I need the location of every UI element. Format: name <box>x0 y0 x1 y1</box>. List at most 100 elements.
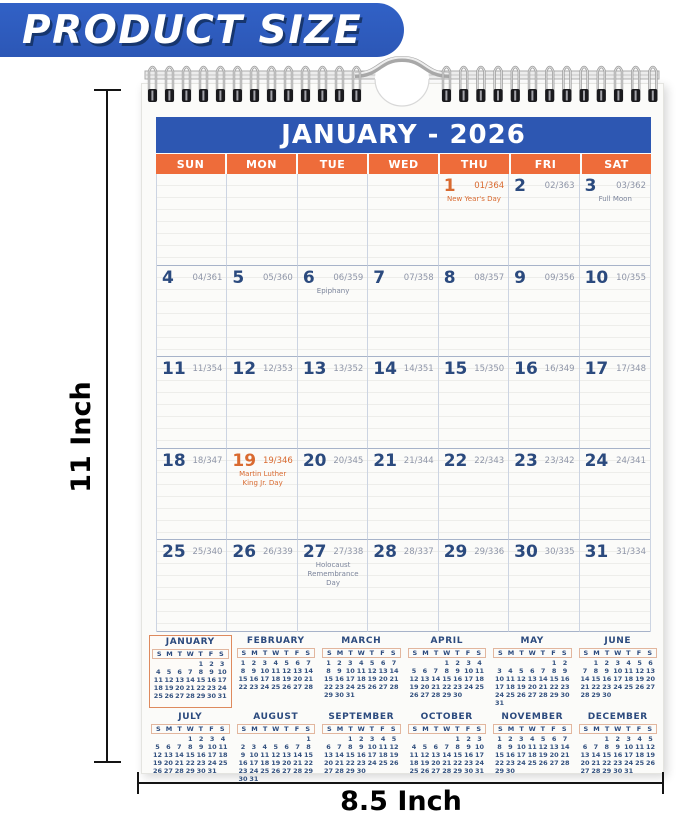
mini-weekday: W <box>357 725 365 733</box>
day-of-year: 22/343 <box>474 455 505 466</box>
mini-day: 4 <box>156 668 161 676</box>
mini-day: 27 <box>527 691 537 699</box>
mini-weekday: W <box>614 725 622 733</box>
mini-weekday: F <box>209 725 214 733</box>
mini-day-empty <box>409 659 420 667</box>
mini-weekday: S <box>647 649 653 657</box>
mini-days: 1 2 3 4 5 6 7 8 9 10 11 12 13 14 15 16 17 18 19 20 21 22 23 24 2… <box>493 659 572 707</box>
mini-day-empty <box>163 735 174 743</box>
mini-day: 15 <box>185 751 195 759</box>
mini-day: 22 <box>238 683 248 691</box>
mini-day: 24 <box>516 759 526 767</box>
mini-day: 3 <box>369 735 375 743</box>
mini-day: 6 <box>422 667 428 675</box>
mini-day: 7 <box>391 659 397 667</box>
mini-day: 1 <box>348 735 353 743</box>
mini-day: 2 <box>562 659 568 667</box>
mini-day: 10 <box>260 667 270 675</box>
day-number: 28 <box>373 542 397 563</box>
mini-day: 11 <box>505 675 515 683</box>
mini-day: 10 <box>217 668 227 676</box>
mini-day: 9 <box>358 743 364 751</box>
day-number: 25 <box>162 542 186 563</box>
mini-day: 20 <box>431 759 441 767</box>
mini-weekday: T <box>284 725 289 733</box>
day-number: 16 <box>514 359 538 380</box>
mini-weekday: T <box>519 725 524 733</box>
mini-day: 19 <box>646 751 656 759</box>
mini-day: 5 <box>284 659 289 667</box>
mini-day: 13 <box>420 675 430 683</box>
mini-day: 10 <box>464 667 474 675</box>
day-of-year: 01/364 <box>474 181 505 191</box>
mini-weekday: M <box>336 649 344 657</box>
day-cell: 27 27/338 Holocaust Remembrance Day <box>297 540 369 632</box>
mini-weekday: T <box>433 649 439 657</box>
mini-weekday: F <box>636 649 642 657</box>
mini-day: 6 <box>648 659 653 667</box>
mini-day: 8 <box>604 743 610 751</box>
mini-day: 30 <box>334 691 344 699</box>
mini-day: 19 <box>516 683 526 691</box>
mini-day: 16 <box>207 676 217 684</box>
mini-day: 2 <box>508 735 513 743</box>
mini-day: 13 <box>175 676 185 684</box>
mini-day: 1 <box>497 735 502 743</box>
mini-weekday: T <box>455 725 460 733</box>
mini-day: 10 <box>367 743 377 751</box>
mini-day: 29 <box>323 691 333 699</box>
mini-day: 5 <box>519 667 524 675</box>
mini-weekday: S <box>390 649 396 657</box>
mini-day: 8 <box>326 667 331 675</box>
day-number: 5 <box>232 267 245 288</box>
mini-day: 3 <box>466 659 471 667</box>
mini-weekday: M <box>166 650 173 658</box>
mini-day: 18 <box>356 675 366 683</box>
day-number: 14 <box>373 359 397 380</box>
day-cell-top: 22 22/343 <box>444 451 504 471</box>
mini-month-title: JULY <box>178 712 203 722</box>
mini-day: 11 <box>260 751 270 759</box>
mini-month-title: APRIL <box>430 636 464 646</box>
day-cell: 24 24/341 <box>579 448 650 541</box>
day-cell: 19 19/346 Martin Luther King Jr. Day <box>227 448 298 541</box>
mini-weekday: W <box>357 649 365 657</box>
mini-day: 10 <box>249 751 259 759</box>
day-number: 11 <box>162 359 186 380</box>
mini-day: 7 <box>582 667 588 675</box>
mini-day: 10 <box>613 667 623 675</box>
mini-weekday: T <box>262 725 268 733</box>
mini-day: 4 <box>529 735 535 743</box>
mini-day: 15 <box>196 676 206 684</box>
day-cell-top: 13 13/352 <box>303 359 363 379</box>
mini-weekday: T <box>177 650 183 658</box>
mini-day: 3 <box>626 735 631 743</box>
mini-day: 13 <box>580 751 590 759</box>
mini-month-may: MAY S M T W T F S 1 2 3 4 5 6 7 8 9 10 11 12 13 14 15 16 17 18 19 2… <box>491 635 574 708</box>
mini-days: 1 2 3 4 5 6 7 8 9 10 11 12 13 14 15 16 17 18 19 20 21 22 23 24 2… <box>408 735 487 775</box>
mini-day: 17 <box>367 751 377 759</box>
mini-day: 12 <box>367 667 377 675</box>
year-overview: JANUARY S M T W T F S 1 2 3 4 5 6 7 8 9 10 11 12 13 14 15 16 17 1… <box>149 635 659 784</box>
mini-weekday: M <box>251 649 258 657</box>
mini-weekday: F <box>551 725 556 733</box>
mini-month-april: APRIL S M T W T F S 1 2 3 4 5 6 7 8 9 10 11 12 13 14 15 16 17 18 1… <box>406 635 489 708</box>
day-cell-top: 1 01/364 <box>444 176 504 196</box>
mini-weekday: F <box>208 650 214 658</box>
mini-day: 14 <box>174 751 184 759</box>
mini-weekday: S <box>326 725 332 733</box>
mini-day: 8 <box>240 667 246 675</box>
day-cell: 26 26/339 <box>227 540 298 632</box>
mini-day: 18 <box>271 675 281 683</box>
mini-weekday: W <box>528 725 536 733</box>
mini-day: 22 <box>196 684 206 692</box>
mini-day: 14 <box>293 751 303 759</box>
day-number: 17 <box>584 359 609 380</box>
weekday-cell: SAT <box>582 154 651 174</box>
height-dimension-line <box>106 90 108 763</box>
day-cell: 4 04/361 <box>157 265 228 358</box>
day-cell: 1 01/364 New Year's Day <box>438 174 510 266</box>
day-cell: 28 28/337 <box>368 540 439 632</box>
